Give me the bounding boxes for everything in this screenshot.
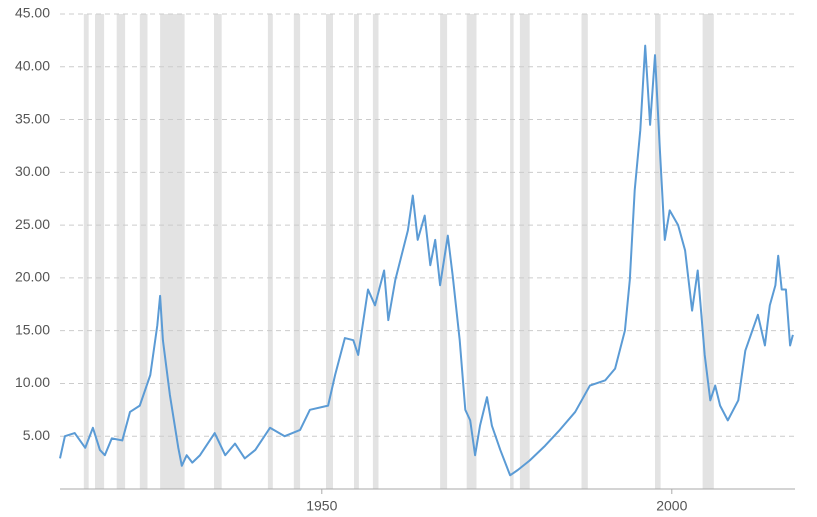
- recession-band: [466, 14, 477, 489]
- recession-band: [354, 14, 359, 489]
- y-tick-label: 10.00: [15, 374, 50, 390]
- recession-band: [95, 14, 105, 489]
- recession-band: [83, 14, 89, 489]
- data-line: [59, 44, 794, 477]
- y-tick-label: 45.00: [15, 5, 50, 21]
- y-tick-label: 25.00: [15, 216, 50, 232]
- recession-band: [139, 14, 148, 489]
- recession-band: [293, 14, 301, 489]
- recession-band: [581, 14, 588, 489]
- recession-band: [267, 14, 273, 489]
- recession-band: [326, 14, 333, 489]
- x-tick-label: 2000: [656, 498, 687, 514]
- x-tick-label: 1950: [306, 498, 337, 514]
- y-tick-label: 15.00: [15, 321, 50, 337]
- y-tick-label: 40.00: [15, 57, 50, 73]
- recession-band: [510, 14, 514, 489]
- recession-band: [214, 14, 222, 489]
- recession-band: [519, 14, 530, 489]
- y-tick-label: 30.00: [15, 163, 50, 179]
- recession-band: [116, 14, 126, 489]
- recession-band: [160, 14, 185, 489]
- recession-band: [372, 14, 379, 489]
- recession-band: [702, 14, 714, 489]
- recession-band: [440, 14, 448, 489]
- recession-band: [655, 14, 661, 489]
- y-tick-label: 35.00: [15, 110, 50, 126]
- y-tick-label: 20.00: [15, 269, 50, 285]
- y-tick-label: 5.00: [23, 427, 50, 443]
